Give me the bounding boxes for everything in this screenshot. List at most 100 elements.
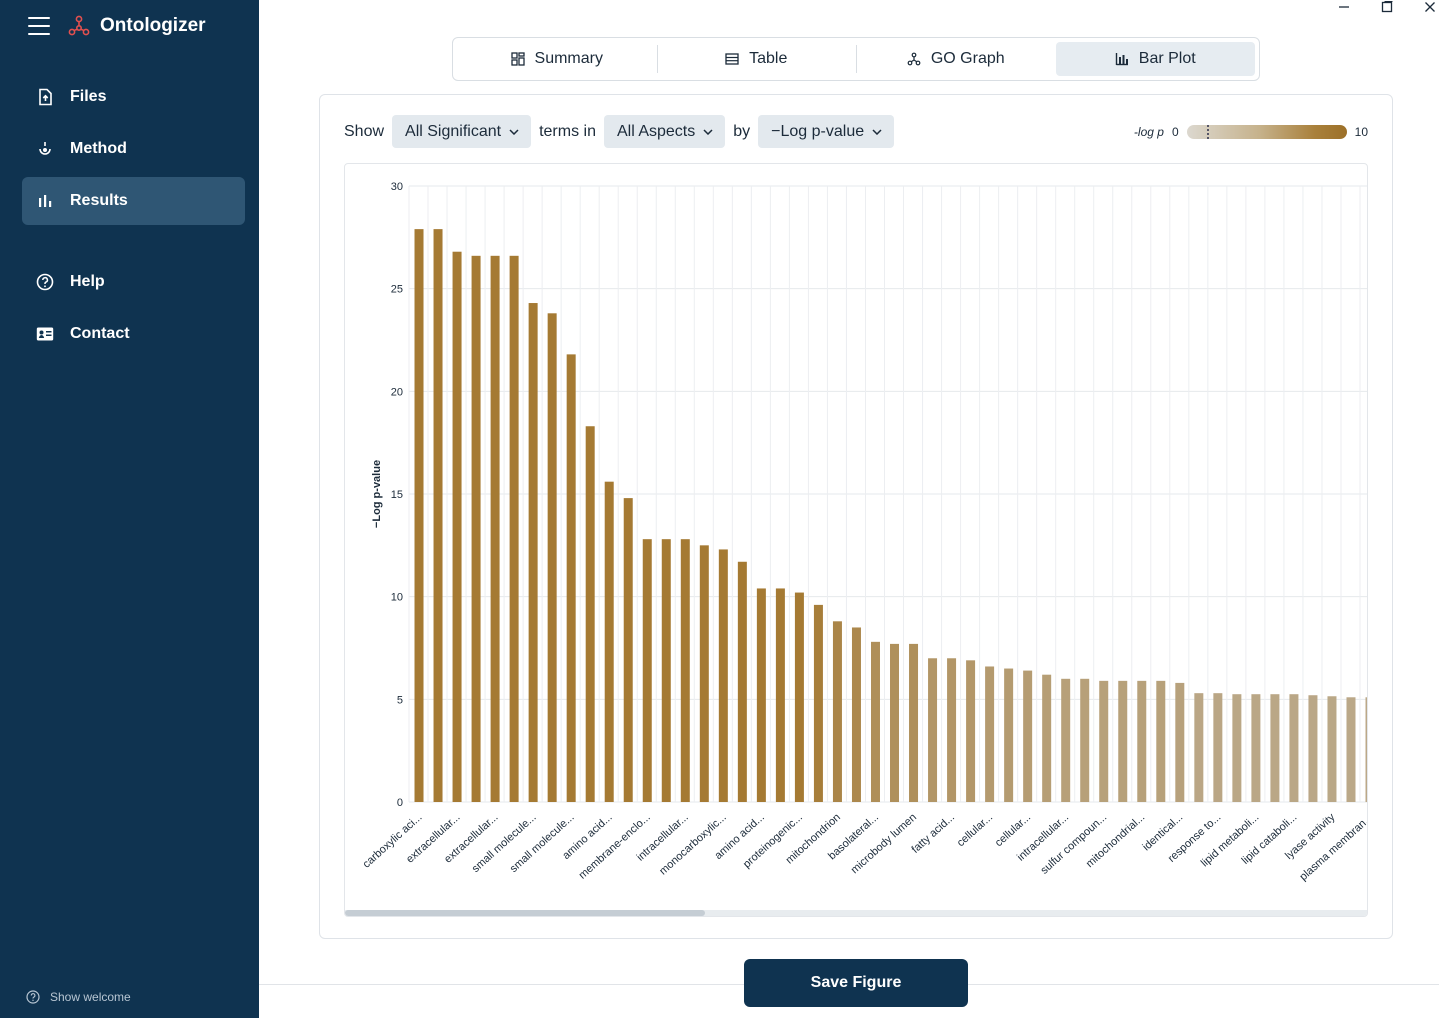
sidebar-item-label: Method [70,140,127,157]
y-tick-label: 10 [391,592,403,604]
bar-chart-icon [39,195,52,207]
x-tick-label: microbody lumen [849,811,919,876]
tab-summary[interactable]: Summary [457,42,657,76]
bar [1365,697,1367,802]
sidebar-item-help[interactable]: Help [22,258,245,306]
summary-grid-icon [510,52,525,66]
bar [1156,680,1166,802]
bar [947,658,957,802]
sidebar-item-label: Results [70,192,128,209]
bar [1080,678,1090,802]
bar [604,481,614,802]
bar [414,229,424,802]
bar [870,641,880,802]
bar [1270,694,1280,802]
bar [642,539,652,802]
sidebar-item-method[interactable]: Method [22,125,245,173]
y-tick-label: 5 [397,694,403,706]
bar [566,354,576,802]
brand: Ontologizer [28,12,206,40]
bar [985,666,995,802]
minimize-icon[interactable] [1335,0,1353,14]
bar [1308,695,1318,802]
bar [1327,696,1337,802]
color-gradient-bar[interactable] [1186,125,1347,139]
tab-label: Table [749,50,788,67]
significance-filter-select[interactable]: All Significant [392,115,532,148]
bar [661,539,671,802]
chevron-down-icon [872,128,882,135]
tab-go-graph[interactable]: GO Graph [856,42,1056,76]
bar [1346,697,1356,802]
graph-icon [907,52,921,66]
bar [471,255,481,802]
plot-controls: Show All Significant terms in All Aspect… [344,115,902,148]
bar [509,255,519,802]
bar [1099,680,1109,802]
bar [585,426,595,802]
bar [433,229,443,802]
aspect-value: All Aspects [616,122,696,140]
bar [966,660,976,802]
bar [737,561,747,802]
bar [890,643,900,802]
x-tick-label: cellular... [955,811,995,849]
x-tick-label: sulfur compoun... [1039,811,1110,876]
x-tick-label: monocarboxylic... [657,811,729,877]
bar [1137,680,1147,802]
method-icon [39,142,51,155]
sidebar-item-files[interactable]: Files [22,73,245,121]
maximize-icon[interactable] [1378,0,1396,14]
x-tick-label: small molecule... [470,811,539,875]
table-icon [725,53,739,65]
scrollbar-thumb[interactable] [345,910,705,916]
sidebar-item-label: Contact [70,325,130,342]
sidebar-item-label: Files [70,88,107,105]
chevron-down-icon [509,128,519,135]
sidebar-item-contact[interactable]: Contact [22,310,245,358]
sidebar-item-results[interactable]: Results [22,177,245,225]
threshold-marker[interactable] [1206,125,1209,139]
bar-chart: 0 5 10 15 20 25 30 −Log p-value carboxylic aci..… [344,163,1368,917]
bar-plot-icon [1115,53,1128,66]
bar [1118,680,1128,802]
tab-label: GO Graph [930,50,1005,67]
tab-table[interactable]: Table [656,42,857,76]
bar [928,658,938,802]
bar [1004,668,1014,802]
bar [775,588,785,802]
show-welcome-label: Show welcome [50,990,131,1004]
app-title: Ontologizer [100,15,206,36]
tab-label: Bar Plot [1138,50,1196,67]
chevron-down-icon [703,128,713,135]
x-tick-label: membrane-enclo... [577,811,653,881]
bar [1251,694,1261,802]
metric-select[interactable]: −Log p-value [758,115,895,148]
legend-label: -log p [1133,125,1164,139]
contact-card-icon [36,327,54,341]
bar [680,539,690,802]
bar [623,498,633,802]
bar [1042,674,1052,802]
x-tick-label: small molecule... [508,811,577,875]
save-figure-button[interactable]: Save Figure [744,959,968,1007]
aspect-select[interactable]: All Aspects [603,115,726,148]
bar [794,592,804,802]
help-circle-icon [26,990,40,1004]
terms-in-label: terms in [539,122,596,140]
y-tick-label: 0 [397,797,403,809]
horizontal-scrollbar[interactable] [345,910,1367,916]
bar [756,588,766,802]
tab-bar-plot[interactable]: Bar Plot [1055,42,1255,76]
tab-label: Summary [534,50,603,67]
show-label: Show [344,122,385,140]
show-welcome-link[interactable]: Show welcome [26,990,131,1004]
close-icon[interactable] [1421,0,1439,14]
legend-min: 0 [1171,125,1179,139]
hamburger-menu-icon[interactable] [28,17,50,35]
bar-plot-panel: Show All Significant terms in All Aspect… [319,94,1393,939]
bar [547,313,557,802]
bar [909,643,919,802]
sidebar: Ontologizer Files Method Results Help [0,0,259,1018]
